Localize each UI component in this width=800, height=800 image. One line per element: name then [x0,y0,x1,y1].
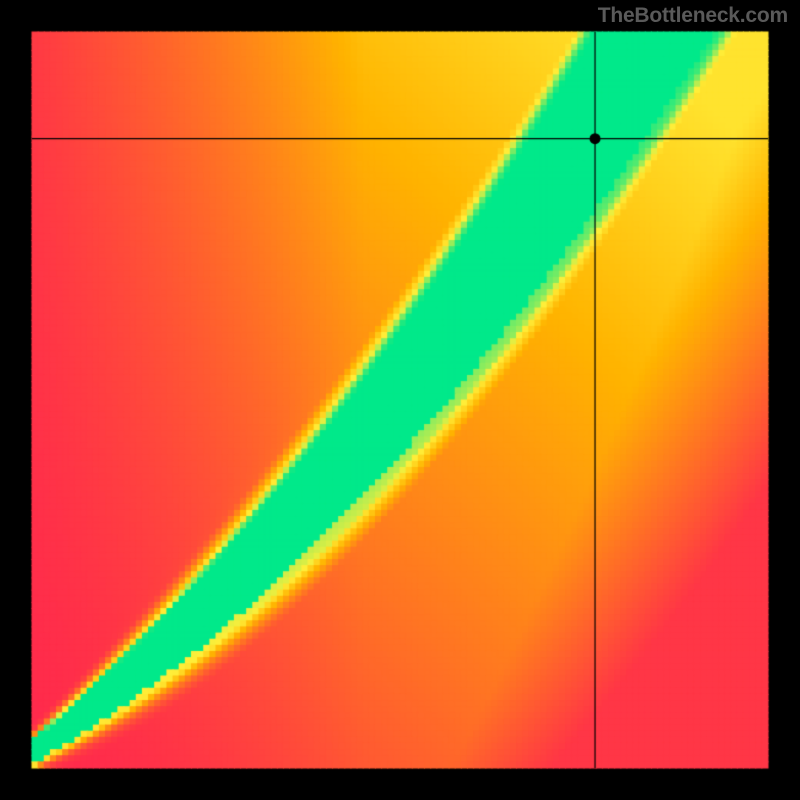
watermark-text: TheBottleneck.com [598,4,788,28]
bottleneck-heatmap [0,0,800,800]
